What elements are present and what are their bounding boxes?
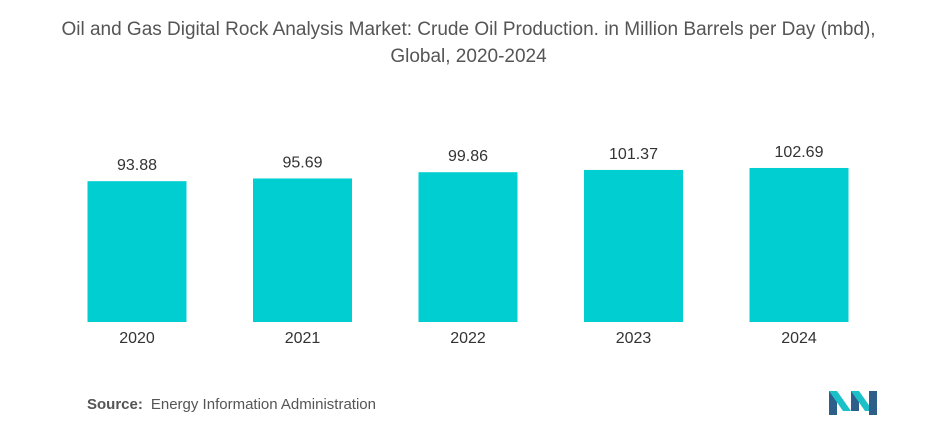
bar-2022 [418, 172, 518, 322]
bar-value-label-2023: 101.37 [609, 146, 658, 163]
x-tick-label-2021: 2021 [285, 330, 321, 347]
chart-title: Oil and Gas Digital Rock Analysis Market… [61, 19, 876, 67]
x-tick-label-2024: 2024 [781, 330, 817, 347]
x-axis-tick-labels: 2020 2021 2022 2023 2024 [119, 330, 817, 347]
logo-diagonal-a [829, 391, 851, 411]
bar-2020 [87, 181, 187, 322]
value-labels-layer: 93.88 95.69 99.86 101.37 102.69 [117, 144, 824, 174]
logo-diagonal-b [851, 391, 873, 411]
x-tick-label-2023: 2023 [616, 330, 652, 347]
bar-2024 [749, 167, 849, 322]
bar-value-label-2021: 95.69 [282, 154, 322, 171]
mordor-intelligence-logo-icon [829, 391, 877, 415]
logo-right-stroke [869, 391, 877, 415]
bar-2021 [253, 178, 352, 322]
source-note: Source: Energy Information Administration [87, 396, 376, 413]
bar-value-label-2020: 93.88 [117, 157, 157, 174]
source-text: Energy Information Administration [150, 396, 376, 413]
bar-value-label-2022: 99.86 [448, 148, 488, 165]
bar-2023 [584, 169, 683, 322]
x-tick-label-2022: 2022 [450, 330, 486, 347]
x-tick-label-2020: 2020 [119, 330, 155, 347]
bar-value-label-2024: 102.69 [775, 144, 824, 161]
bars-layer [87, 167, 849, 322]
source-prefix: Source: [87, 396, 143, 413]
